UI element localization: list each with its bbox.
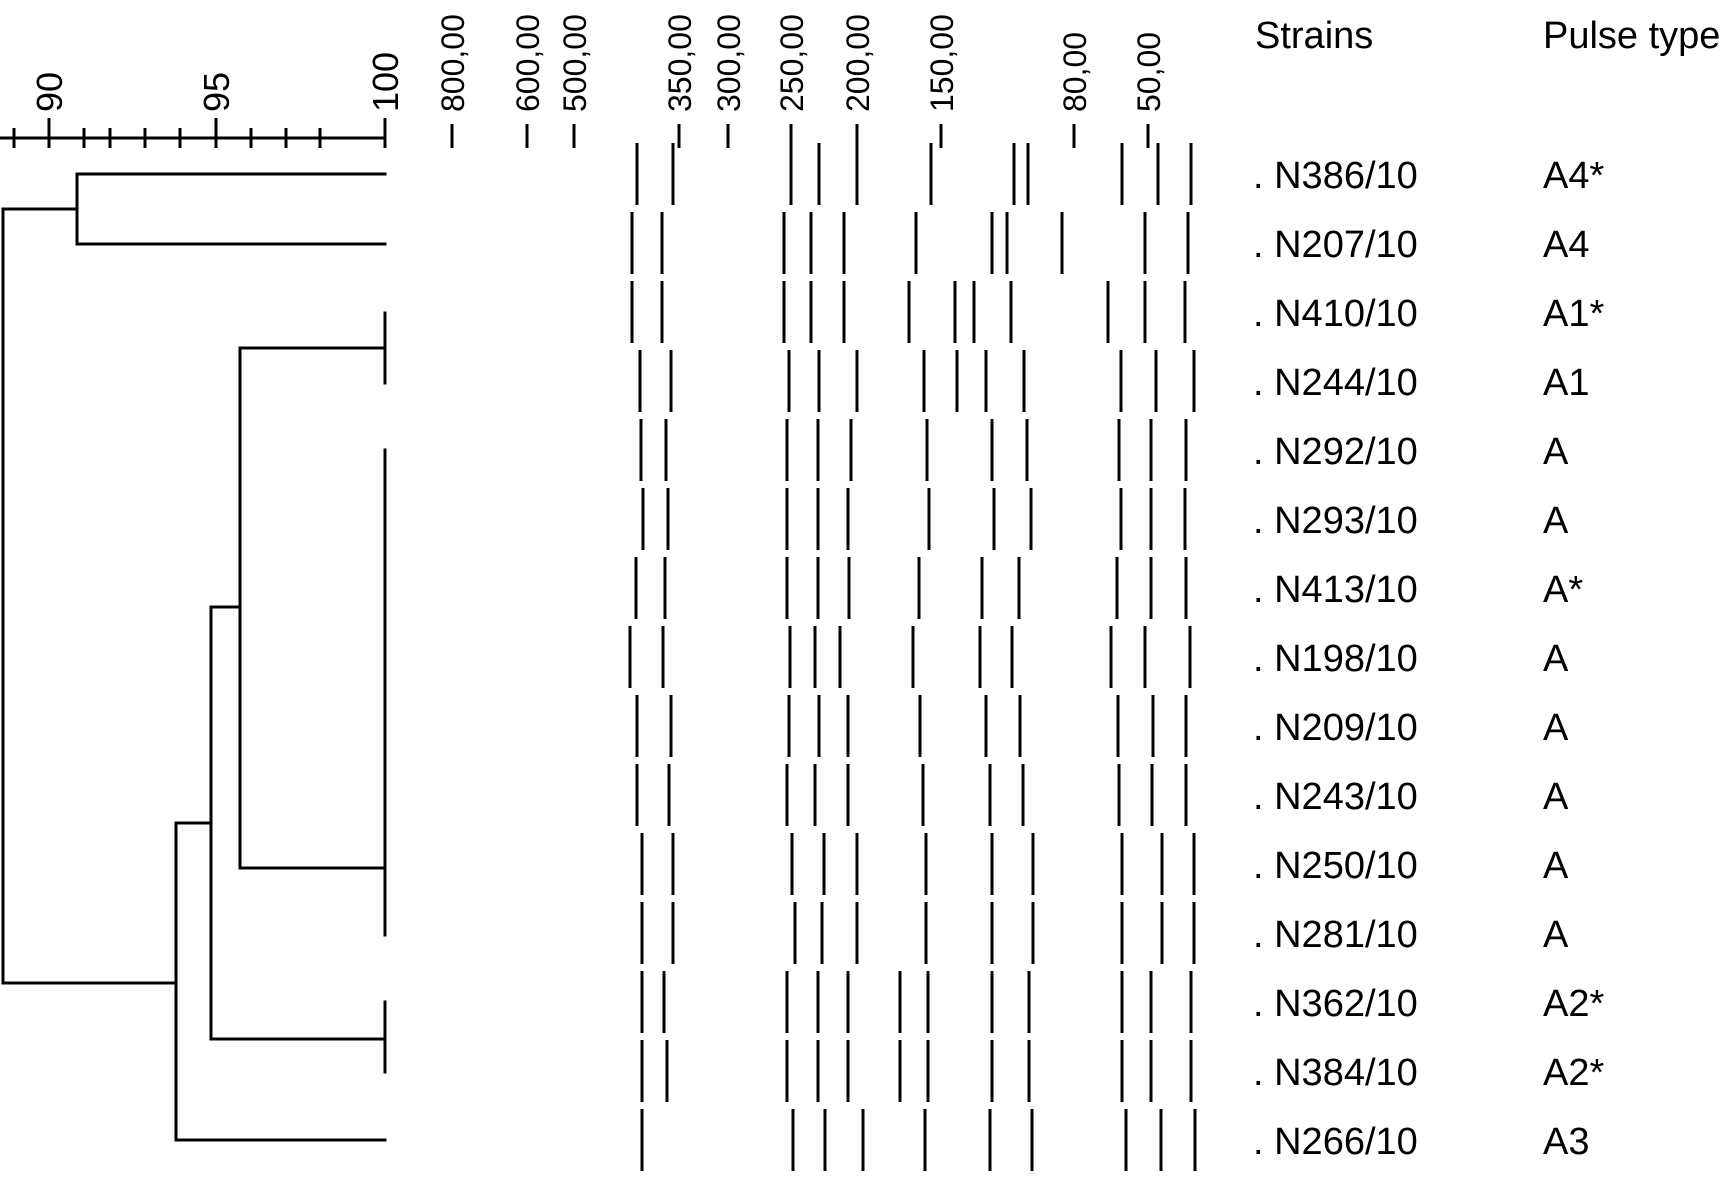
svg-text:800,00: 800,00 xyxy=(435,14,471,112)
pulse-type-label: A4 xyxy=(1543,224,1589,266)
strain-label: . N244/10 xyxy=(1253,362,1418,404)
size-marker-ruler: 800,00 600,00 500,00 350,00 300,00 250,0… xyxy=(435,14,1167,148)
strain-label: . N384/10 xyxy=(1253,1052,1418,1094)
svg-text:350,00: 350,00 xyxy=(662,14,698,112)
pulse-type-label: A xyxy=(1543,776,1569,818)
svg-text:300,00: 300,00 xyxy=(711,14,747,112)
svg-text:50,00: 50,00 xyxy=(1131,32,1167,112)
pulse-type-label: A* xyxy=(1543,569,1583,611)
size-marker-label: 350,00 xyxy=(662,14,698,148)
svg-text:200,00: 200,00 xyxy=(840,14,876,112)
pulse-type-label: A3 xyxy=(1543,1121,1589,1163)
size-marker-label: 80,00 xyxy=(1057,32,1093,148)
size-marker-label: 250,00 xyxy=(774,14,810,148)
strain-label: . N250/10 xyxy=(1253,845,1418,887)
pulse-type-label: A xyxy=(1543,845,1569,887)
scale-tick-label-95: 95 xyxy=(196,72,237,112)
strain-label: . N386/10 xyxy=(1253,155,1418,197)
strain-label: . N207/10 xyxy=(1253,224,1418,266)
pulse-type-header: Pulse type xyxy=(1543,15,1720,57)
svg-text:150,00: 150,00 xyxy=(924,14,960,112)
pulse-type-label: A4* xyxy=(1543,155,1604,197)
strain-list: . N386/10 . N207/10 . N410/10 . N244/10 … xyxy=(1253,155,1418,1163)
pulse-type-label: A xyxy=(1543,707,1569,749)
size-marker-label: 600,00 xyxy=(510,14,546,148)
scale-tick-label-100: 100 xyxy=(365,52,406,112)
pulse-type-label: A xyxy=(1543,500,1569,542)
strain-label: . N413/10 xyxy=(1253,569,1418,611)
similarity-scale xyxy=(0,118,387,148)
pulse-type-list: A4* A4 A1* A1 A A A* A A A A A A2* A2* A… xyxy=(1543,155,1604,1163)
pulse-type-label: A1 xyxy=(1543,362,1589,404)
strain-label: . N281/10 xyxy=(1253,914,1418,956)
pulse-type-label: A xyxy=(1543,914,1569,956)
strain-label: . N410/10 xyxy=(1253,293,1418,335)
dendrogram-tree xyxy=(1,172,387,1142)
strain-label: . N198/10 xyxy=(1253,638,1418,680)
size-marker-label: 50,00 xyxy=(1131,32,1167,148)
pulse-type-label: A xyxy=(1543,431,1569,473)
svg-text:500,00: 500,00 xyxy=(557,14,593,112)
strain-label: . N362/10 xyxy=(1253,983,1418,1025)
svg-text:250,00: 250,00 xyxy=(774,14,810,112)
size-marker-label: 800,00 xyxy=(435,14,471,148)
band-patterns xyxy=(628,143,1197,1171)
strain-label: . N293/10 xyxy=(1253,500,1418,542)
scale-tick-label-90: 90 xyxy=(29,72,70,112)
size-marker-label: 500,00 xyxy=(557,14,593,148)
svg-text:600,00: 600,00 xyxy=(510,14,546,112)
strain-label: . N292/10 xyxy=(1253,431,1418,473)
strain-label: . N243/10 xyxy=(1253,776,1418,818)
pulse-type-label: A2* xyxy=(1543,1052,1604,1094)
size-marker-label: 150,00 xyxy=(924,14,960,148)
strain-label: . N209/10 xyxy=(1253,707,1418,749)
size-marker-label: 300,00 xyxy=(711,14,747,148)
strain-label: . N266/10 xyxy=(1253,1121,1418,1163)
pulse-type-label: A2* xyxy=(1543,983,1604,1025)
size-marker-label: 200,00 xyxy=(840,14,876,148)
pulse-type-label: A1* xyxy=(1543,293,1604,335)
svg-text:80,00: 80,00 xyxy=(1057,32,1093,112)
pulse-type-label: A xyxy=(1543,638,1569,680)
strains-header: Strains xyxy=(1255,15,1373,57)
